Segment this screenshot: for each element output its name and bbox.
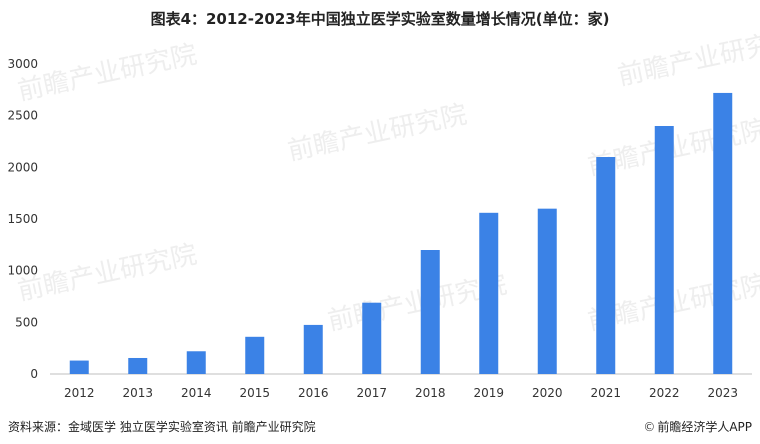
x-tick-label: 2016 [298,386,329,400]
credit-text: 前瞻经济学人APP [657,420,752,434]
bar-2016 [303,324,323,374]
y-tick-label: 0 [30,367,38,381]
y-axis: 0 500 1000 1500 2000 2500 3000 [7,57,38,381]
bar-2020 [537,208,557,374]
bar-2013 [128,357,148,374]
bar-2023 [713,92,733,374]
bar-2012 [69,360,89,374]
x-tick-label: 2020 [532,386,563,400]
watermark-text: 前瞻产业研究院 [285,100,469,167]
bar-2014 [186,351,206,374]
y-tick-label: 2500 [7,109,38,123]
watermark-text: 前瞻产业研究院 [15,40,199,107]
bars-group [69,92,733,374]
source-note: 资料来源：金域医学 独立医学实验室资讯 前瞻产业研究院 [8,420,316,434]
x-tick-label: 2017 [356,386,387,400]
y-tick-label: 3000 [7,57,38,71]
bar-2015 [245,336,265,374]
x-tick-label: 2014 [181,386,212,400]
x-tick-label: 2018 [415,386,446,400]
x-tick-label: 2019 [473,386,504,400]
x-tick-label: 2012 [64,386,95,400]
x-tick-label: 2013 [122,386,153,400]
x-tick-label: 2021 [590,386,621,400]
x-axis: 2012 2013 2014 2015 2016 2017 2018 2019 2020 2021… [64,386,738,400]
credit-label: © 前瞻经济学人APP [643,418,752,435]
bar-2018 [420,250,440,374]
watermark-layer: 前瞻产业研究院前瞻产业研究院前瞻产业研究院前瞻产业研究院前瞻产业研究院前瞻产业研… [15,25,760,337]
bar-2021 [596,157,616,374]
bar-2022 [654,126,674,374]
y-tick-label: 1000 [7,264,38,278]
y-tick-label: 500 [15,315,38,329]
x-tick-label: 2022 [649,386,680,400]
copyright-icon: © [643,420,656,434]
watermark-text: 前瞻产业研究院 [615,25,760,92]
x-tick-label: 2015 [239,386,270,400]
bar-2019 [479,212,499,374]
y-tick-label: 2000 [7,160,38,174]
bar-2017 [362,302,382,374]
y-tick-label: 1500 [7,212,38,226]
x-tick-label: 2023 [707,386,738,400]
watermark-text: 前瞻产业研究院 [15,240,199,307]
chart-title: 图表4：2012-2023年中国独立医学实验室数量增长情况(单位：家) [150,10,610,28]
